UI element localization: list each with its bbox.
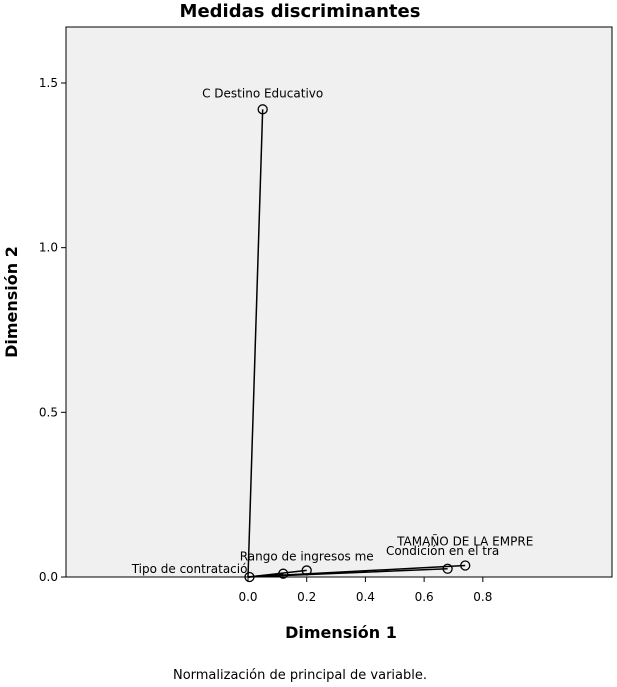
y-axis-label: Dimensión 2 [2,246,21,358]
x-tick-label: 0.0 [238,590,257,604]
chart-footnote: Normalización de principal de variable. [173,668,427,683]
point-label: C Destino Educativo [202,86,323,100]
x-axis-label: Dimensión 1 [285,623,397,642]
x-tick-label: 0.2 [297,590,316,604]
data-point [257,104,268,115]
x-tick-label: 0.4 [356,590,375,604]
vector-line [247,109,264,578]
x-tick-label: 0.8 [473,590,492,604]
data-point [244,571,255,583]
point-label: Rango de ingresos me [240,549,374,563]
y-tick-label: 1.0 [39,241,58,255]
data-point [460,560,471,571]
point-label: Condición en el tra [386,544,499,558]
y-tick-label: 1.5 [39,76,58,90]
y-tick-label: 0.5 [39,405,58,419]
point-label: Tipo de contratació [131,562,248,576]
x-tick-label: 0.6 [415,590,434,604]
data-point [278,568,289,579]
y-tick-label: 0.0 [39,570,58,584]
chart-title: Medidas discriminantes [180,1,421,22]
plot-area [65,26,613,578]
x-axis: 0.0 0.2 0.4 0.6 0.8 [238,577,492,604]
y-axis: 0.0 0.5 1.0 1.5 [39,76,66,584]
data-point [442,563,453,574]
data-series: C Destino Educativo TAMAÑO DE LA EMPRECon… [131,86,533,583]
data-point [301,565,312,576]
point-label: TAMAÑO DE LA EMPRE [396,533,533,548]
vector-line [247,568,448,578]
